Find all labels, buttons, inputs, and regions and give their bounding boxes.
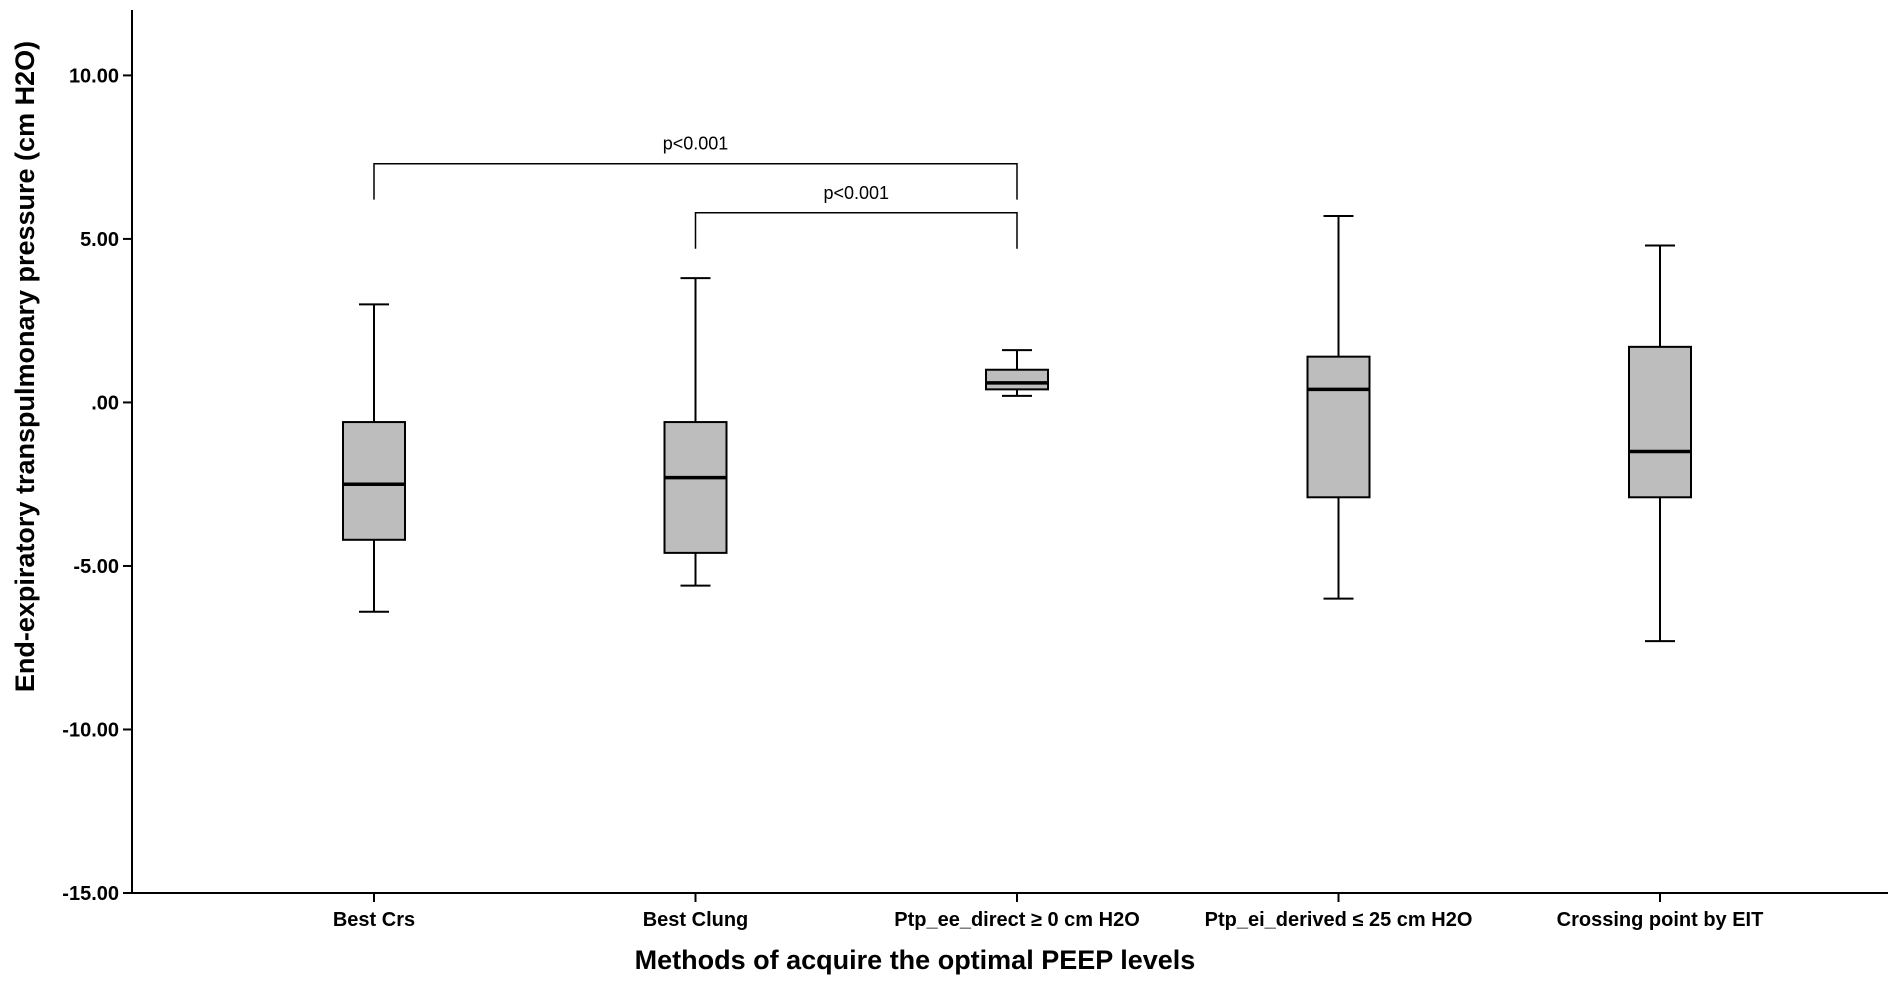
box-group: [663, 277, 728, 587]
significance-brackets: p<0.001 p<0.001: [373, 134, 1018, 249]
y-tick-label: -15.00: [62, 883, 119, 905]
significance-bracket: p<0.001: [694, 183, 1018, 249]
significance-label: p<0.001: [663, 134, 729, 154]
iqr-box: [985, 368, 1049, 391]
significance-label: p<0.001: [823, 183, 889, 203]
box-group: [985, 349, 1049, 397]
iqr-box: [663, 421, 728, 554]
y-axis-ticks: 10.00 5.00 .00 -5.00 -10.00 -15.00: [62, 65, 132, 905]
iqr-box: [1628, 345, 1692, 499]
y-axis-title: End-expiratory transpulmonary pressure (…: [10, 41, 40, 692]
x-axis-ticks: Best Crs Best Clung Ptp_ee_direct ≥ 0 cm H…: [333, 893, 1763, 931]
box-group: [1306, 215, 1371, 600]
box-group: [342, 303, 406, 613]
x-category-label: Ptp_ei_derived ≤ 25 cm H2O: [1205, 909, 1473, 931]
y-tick-label: 5.00: [80, 229, 119, 251]
x-category-label: Ptp_ee_direct ≥ 0 cm H2O: [894, 909, 1140, 931]
y-tick-label: -5.00: [73, 556, 119, 578]
bracket-line: [373, 162, 1018, 200]
box-series: [342, 215, 1692, 643]
y-tick-label: 10.00: [69, 65, 119, 87]
box-group: [1628, 244, 1692, 643]
iqr-box: [342, 421, 406, 541]
axes: [131, 10, 1888, 894]
y-tick-label: -10.00: [62, 719, 119, 741]
x-category-label: Crossing point by EIT: [1557, 909, 1764, 931]
iqr-box: [1306, 355, 1371, 499]
x-category-label: Best Crs: [333, 909, 415, 931]
bracket-line: [694, 212, 1018, 249]
significance-bracket: p<0.001: [373, 134, 1018, 200]
y-tick-label: .00: [91, 392, 119, 414]
x-category-label: Best Clung: [643, 909, 749, 931]
x-axis-title: Methods of acquire the optimal PEEP leve…: [635, 945, 1196, 975]
